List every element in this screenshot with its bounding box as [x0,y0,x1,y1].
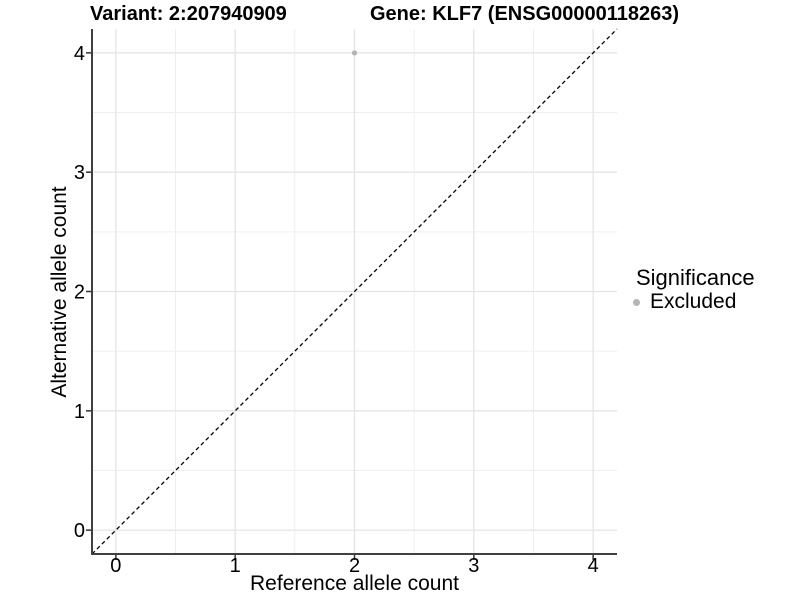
data-point-excluded [351,50,358,56]
identity-line [91,28,618,555]
y-tick-label: 1 [74,401,85,423]
y-tick-label: 2 [74,282,85,304]
y-axis-title: Alternative allele count [48,186,71,398]
plot-title-gene: Gene: KLF7 (ENSG00000118263) [370,3,680,25]
x-tick-label: 1 [230,555,241,577]
x-tick-label: 2 [349,555,360,577]
plot-title-variant: Variant: 2:207940909 [90,3,287,25]
y-tick-label: 4 [74,43,85,65]
x-tick-label: 4 [588,555,599,577]
x-tick-label: 0 [110,555,121,577]
y-tick-label: 3 [74,162,85,184]
legend-item-excluded: Excluded [628,290,755,314]
x-axis-title: Reference allele count [250,572,459,595]
excluded-point-icon [633,298,640,306]
legend: Significance Excluded [628,266,755,314]
y-tick-label: 0 [74,520,85,542]
legend-title: Significance [636,265,755,290]
legend-item-label: Excluded [650,290,737,313]
x-tick-label: 3 [468,555,479,577]
